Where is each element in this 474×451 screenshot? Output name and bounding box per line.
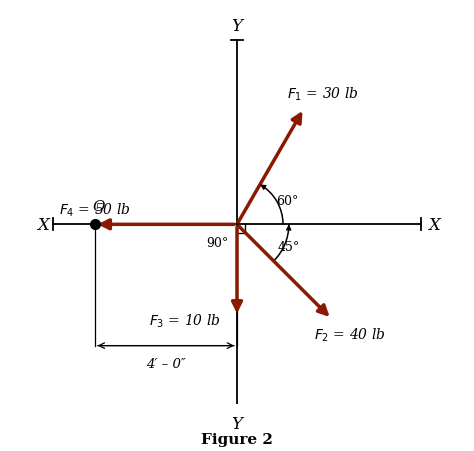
Text: 4′ – 0″: 4′ – 0″ [146, 358, 186, 371]
Text: X: X [428, 216, 439, 233]
Text: 90°: 90° [206, 237, 228, 250]
Text: Y: Y [231, 415, 243, 432]
Text: O: O [93, 199, 105, 213]
Text: $F_3$ = 10 lb: $F_3$ = 10 lb [149, 312, 221, 330]
Text: 45°: 45° [278, 240, 300, 253]
Text: Y: Y [231, 18, 243, 35]
Text: 60°: 60° [276, 195, 298, 208]
Text: Figure 2: Figure 2 [201, 433, 273, 446]
Text: $F_1$ = 30 lb: $F_1$ = 30 lb [287, 86, 358, 103]
Text: $F_4$ = 50 lb: $F_4$ = 50 lb [59, 201, 130, 218]
Text: $F_2$ = 40 lb: $F_2$ = 40 lb [314, 326, 386, 343]
Text: X: X [37, 216, 49, 233]
